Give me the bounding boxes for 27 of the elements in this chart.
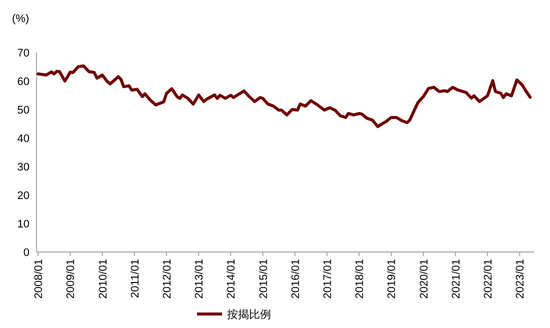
y-tick-label: 30 <box>17 162 30 174</box>
x-tick-label: 2018/01 <box>354 259 366 299</box>
legend-label: 按揭比例 <box>227 308 271 321</box>
x-tick-label: 2022/01 <box>482 259 495 299</box>
y-tick-label: 0 <box>23 247 30 259</box>
x-tick-label: 2009/01 <box>65 259 78 299</box>
line-series <box>36 64 532 128</box>
y-tick-label: 50 <box>17 104 30 116</box>
x-tick-label: 2012/01 <box>161 259 174 299</box>
x-tick-label: 2023/01 <box>514 259 527 299</box>
x-tick-label: 2020/01 <box>418 259 430 299</box>
y-tick-label: 10 <box>17 218 30 230</box>
y-tick-label: 60 <box>17 76 30 88</box>
x-tick-label: 2008/01 <box>33 259 46 299</box>
x-tick-label: 2011/01 <box>129 259 142 298</box>
x-tick-label: 2019/01 <box>386 259 398 299</box>
x-tick-label: 2017/01 <box>322 259 334 299</box>
x-tick-label: 2021/01 <box>450 259 462 299</box>
x-tick-label: 2016/01 <box>290 259 302 299</box>
y-tick-label: 20 <box>17 190 30 202</box>
y-tick-label: 40 <box>17 133 30 145</box>
x-tick-label: 2014/01 <box>226 259 238 299</box>
y-axis-title: (%) <box>12 13 30 25</box>
y-tick-label: 70 <box>17 48 30 60</box>
x-tick-label: 2010/01 <box>97 259 110 299</box>
x-tick-label: 2013/01 <box>194 259 206 299</box>
x-tick-label: 2015/01 <box>258 259 270 299</box>
